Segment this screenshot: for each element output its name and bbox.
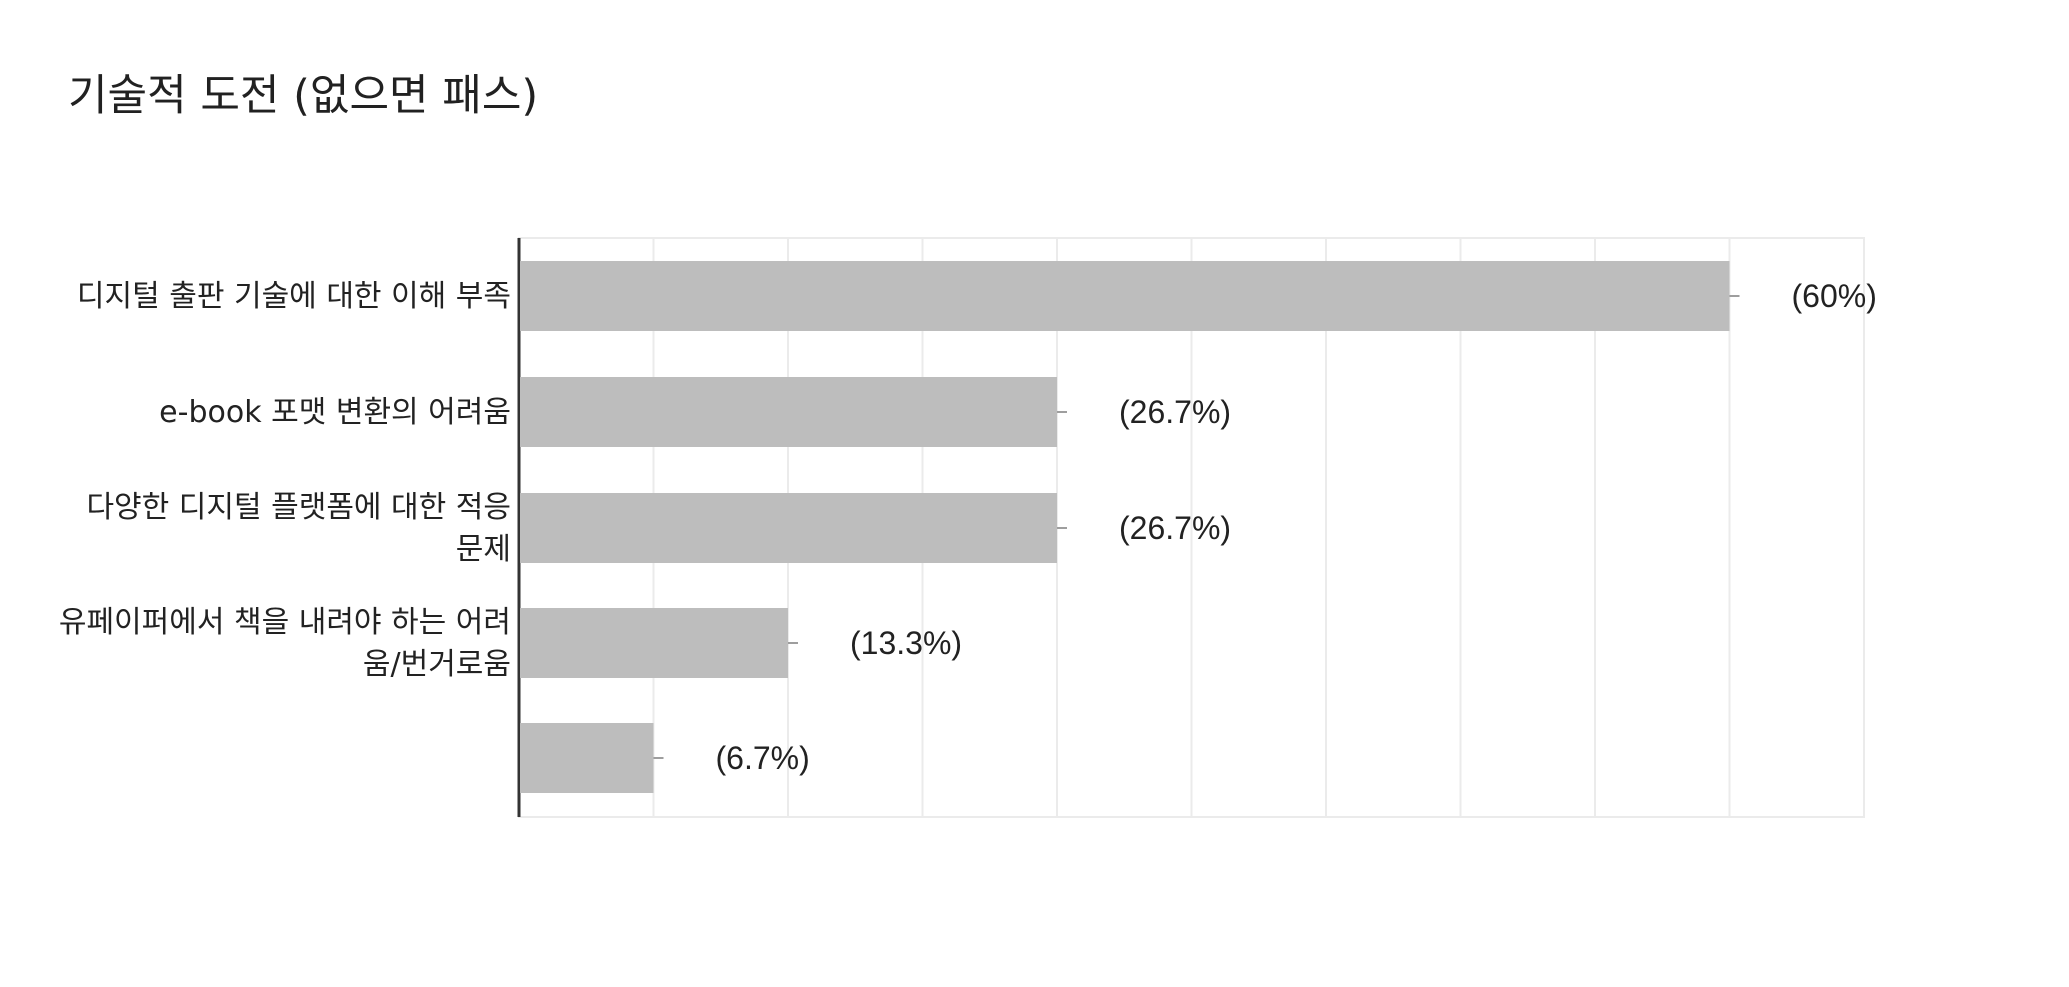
data-label: (60%) — [1792, 278, 1877, 314]
category-label: 문제 — [456, 532, 511, 567]
chart-title: 기술적 도전 (없으면 패스) — [68, 71, 539, 121]
grid-lines — [517, 237, 1865, 818]
data-label: (26.7%) — [1119, 394, 1231, 430]
category-label: 움/번거로움 — [363, 647, 511, 682]
bars — [520, 261, 1740, 793]
category-labels: 디지털 출판 기술에 대한 이해 부족 e-book 포맷 변환의 어려움다양한 … — [59, 279, 511, 682]
category-label: e-book 포맷 변환의 어려움 — [159, 395, 511, 430]
data-label: (13.3%) — [850, 625, 962, 661]
data-label: (26.7%) — [1119, 510, 1231, 546]
bar — [520, 493, 1057, 563]
bar — [520, 261, 1730, 331]
category-label: 유페이퍼에서 책을 내려야 하는 어려 — [59, 605, 511, 640]
bar — [520, 608, 788, 678]
bar — [520, 723, 654, 793]
bar — [520, 377, 1057, 447]
category-label: 디지털 출판 기술에 대한 이해 부족 — [77, 279, 511, 314]
category-label: 다양한 디지털 플랫폼에 대한 적응 — [86, 490, 511, 525]
data-labels: (60%) (26.7%) (26.7%) (13.3%) (6.7%) — [716, 278, 1877, 776]
data-label: (6.7%) — [716, 740, 810, 776]
